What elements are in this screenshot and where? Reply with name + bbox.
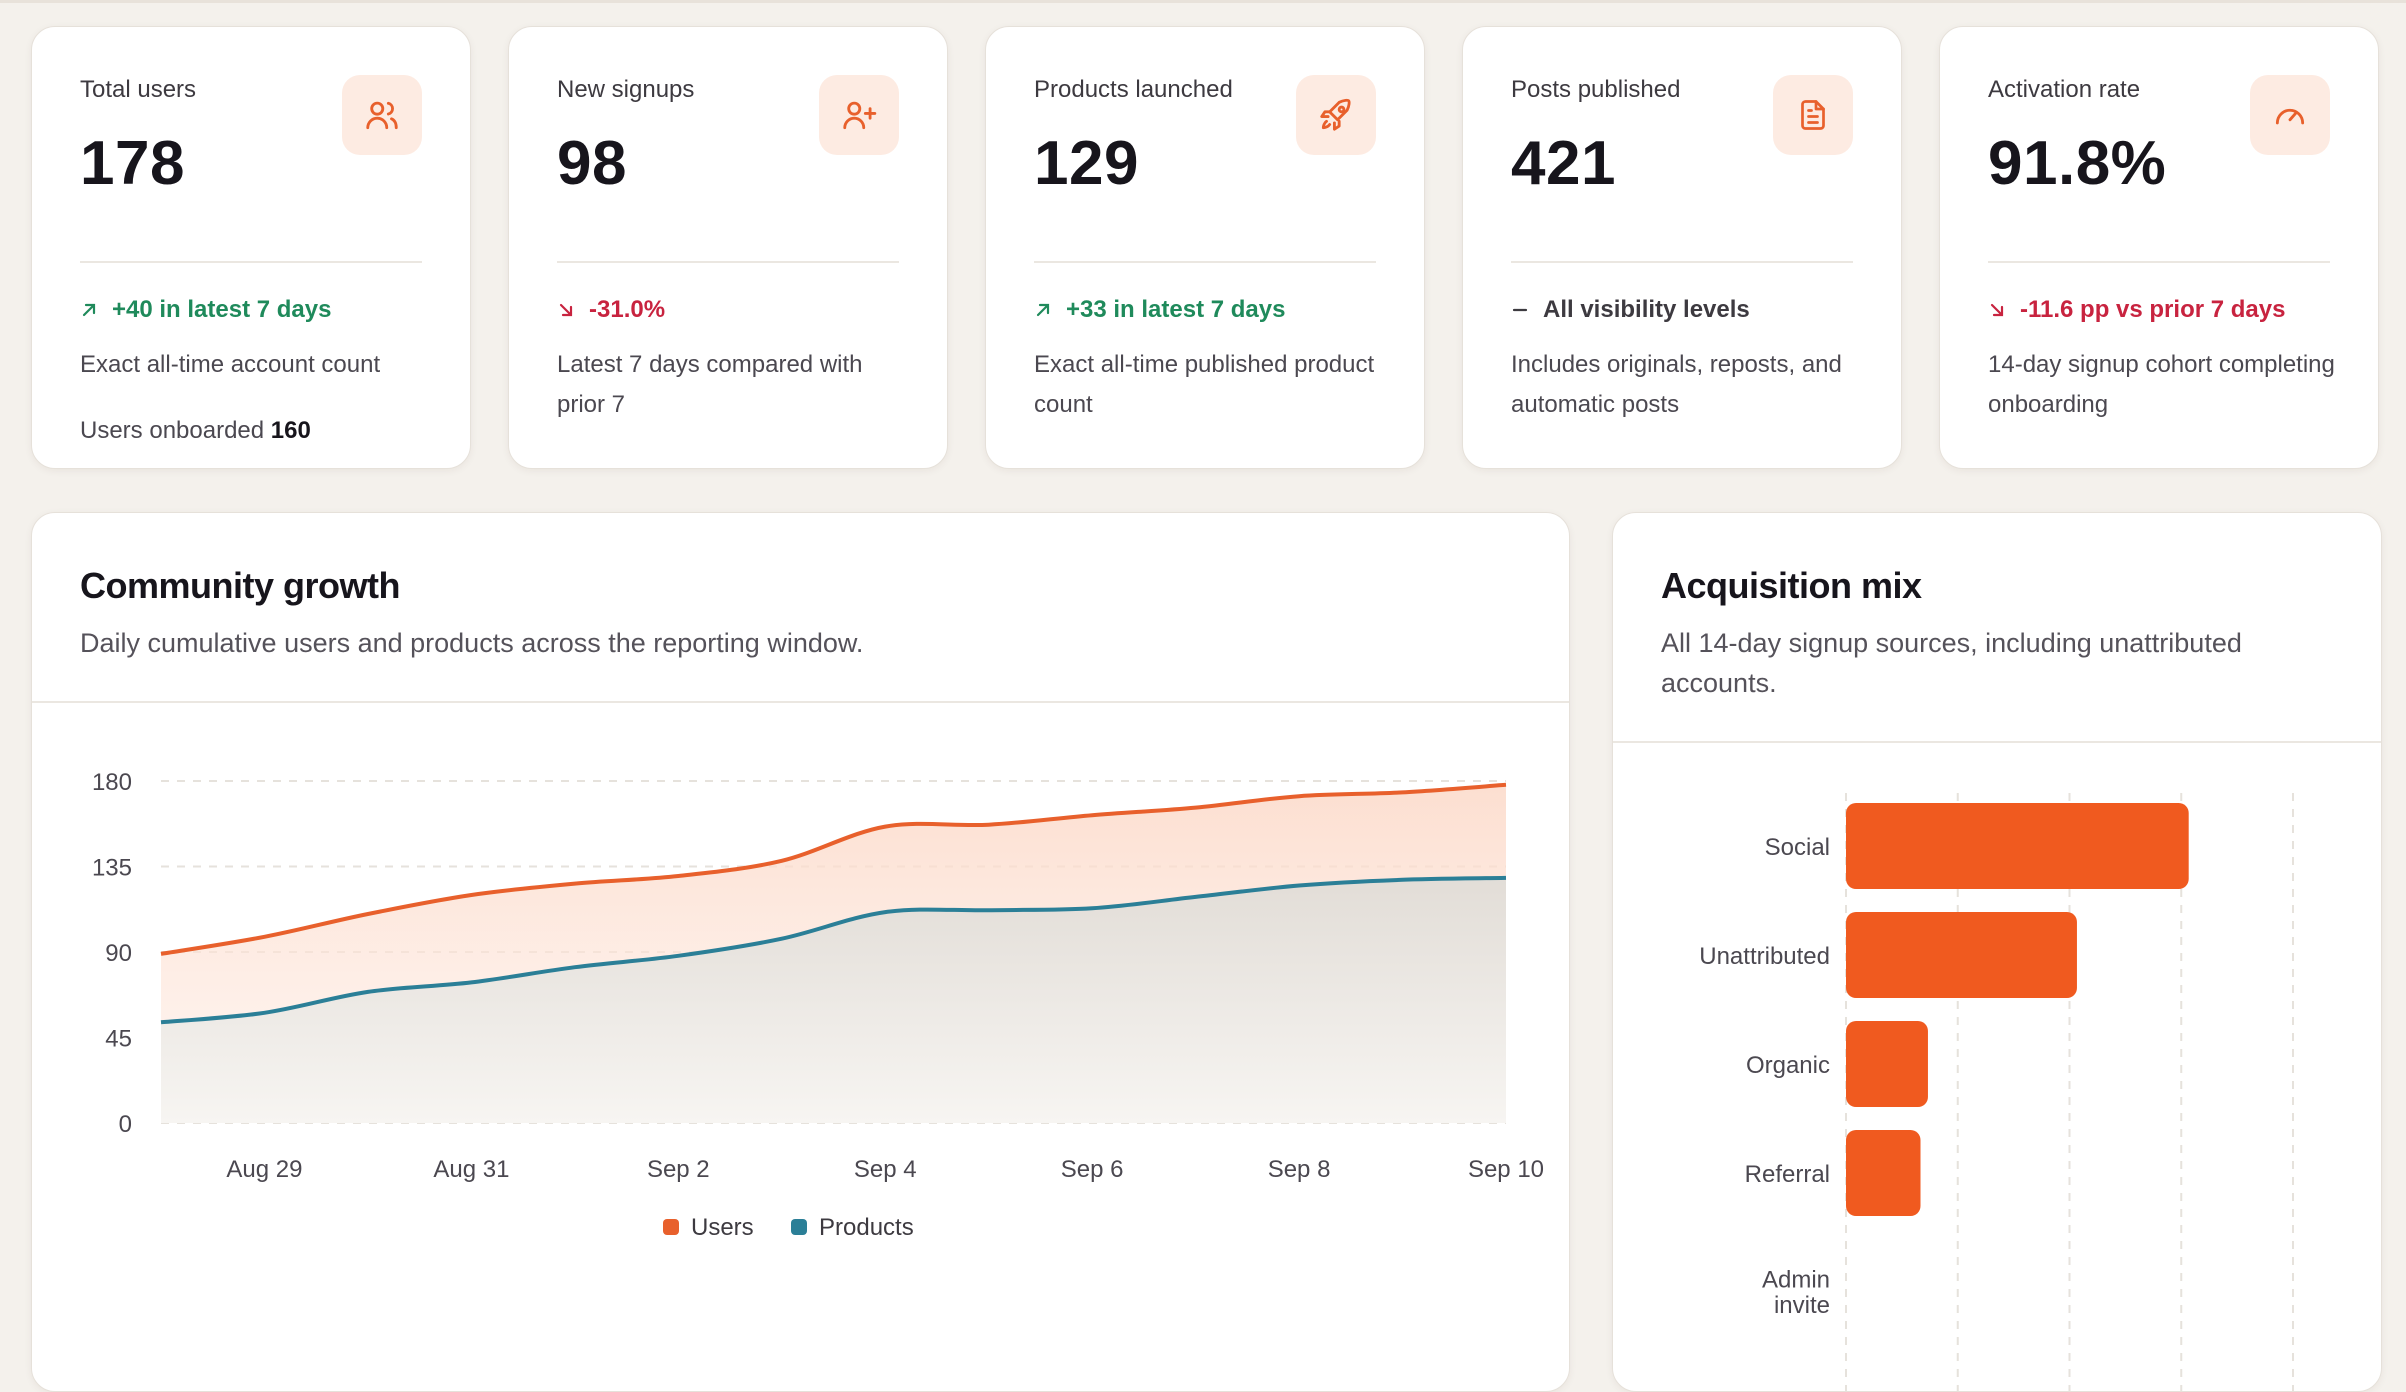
products-series-line <box>160 875 1507 1025</box>
x-tick-label: Sep 10 <box>1468 1156 1544 1183</box>
kpi-trend: +33 in latest 7 days <box>1034 295 1285 325</box>
kpi-value: 129 <box>1034 129 1139 198</box>
panel-title: Acquisition mix <box>1661 565 1922 606</box>
document-icon <box>1773 75 1853 155</box>
kpi-value: 178 <box>80 129 185 198</box>
arrow-up-right-icon <box>82 303 96 317</box>
kpi-card-posts-published: Posts published 421 All visibility level… <box>1462 26 1902 469</box>
kpi-note: 14-day signup cohort completing onboardi… <box>1988 351 2335 418</box>
category-label: Admin invite <box>1762 1267 1830 1319</box>
products-area <box>161 877 1506 1123</box>
legend-label: Products <box>819 1214 914 1241</box>
category-label: Referral <box>1745 1161 1830 1188</box>
category-label: Organic <box>1746 1052 1830 1079</box>
kpi-note: Exact all-time account count <box>80 351 381 378</box>
acquisition-mix-chart: Social Unattributed Organic Referral Admin in… <box>1699 793 2294 1391</box>
kpi-extra-value: 160 <box>270 417 311 444</box>
kpi-note: Exact all-time published product count <box>1034 351 1375 418</box>
community-growth-chart: 0 45 90 135 180 Aug 29 Aug 31 Sep 2 Sep 4 Sep 6 Se… <box>92 769 1544 1241</box>
bar-referral <box>1846 1130 1921 1216</box>
x-tick-label: Sep 2 <box>647 1156 710 1183</box>
bar-unattributed <box>1846 912 2077 998</box>
kpi-label: Activation rate <box>1988 76 2141 103</box>
kpi-card-total-users: Total users 178 +40 in latest 7 days Exa… <box>31 26 471 469</box>
kpi-value: 91.8% <box>1988 129 2167 198</box>
kpi-card-new-signups: New signups 98 -31.0% Latest 7 days comp… <box>508 26 948 469</box>
kpi-trend: -11.6 pp vs prior 7 days <box>1988 295 2285 325</box>
bar-organic <box>1846 1021 1928 1107</box>
kpi-trend-text: +33 in latest 7 days <box>1066 296 1286 323</box>
kpi-value: 98 <box>557 129 627 198</box>
rocket-icon <box>1296 75 1376 155</box>
category-label: Social <box>1765 834 1830 861</box>
kpi-trend: All visibility levels <box>1511 295 1750 325</box>
kpi-extra: Users onboarded 160 <box>80 415 311 447</box>
minus-icon <box>1512 308 1528 312</box>
kpi-divider <box>1034 261 1376 263</box>
kpi-card-activation-rate: Activation rate 91.8% -11.6 pp vs prior … <box>1939 26 2379 469</box>
kpi-divider <box>557 261 899 263</box>
kpi-trend-text: All visibility levels <box>1543 296 1750 323</box>
x-tick-label: Sep 8 <box>1268 1156 1331 1183</box>
kpi-label: New signups <box>557 76 695 103</box>
acquisition-mix-panel: Acquisition mix All 14-day signup source… <box>1612 512 2382 1392</box>
x-tick-label: Aug 29 <box>226 1156 302 1183</box>
kpi-label: Posts published <box>1511 76 1681 103</box>
users-icon <box>342 75 422 155</box>
kpi-trend: -31.0% <box>557 295 665 325</box>
legend-swatch <box>791 1219 807 1235</box>
y-tick-label: 180 <box>92 769 132 796</box>
users-area <box>161 784 1506 1023</box>
arrow-up-right-icon <box>1036 303 1050 317</box>
panel-title: Community growth <box>80 565 400 606</box>
arrow-down-right-icon <box>1990 303 2004 317</box>
legend-label: Users <box>691 1214 754 1241</box>
kpi-note: Latest 7 days compared with prior 7 <box>557 351 863 418</box>
kpi-trend-text: +40 in latest 7 days <box>112 296 332 323</box>
community-growth-panel: Community growth Daily cumulative users … <box>31 512 1570 1392</box>
category-label: Unattributed <box>1699 943 1830 970</box>
arrow-down-right-icon <box>559 303 573 317</box>
y-tick-label: 90 <box>105 940 132 967</box>
kpi-trend-text: -11.6 pp vs prior 7 days <box>2020 296 2286 323</box>
y-tick-label: 135 <box>92 855 132 882</box>
panel-subtitle: Daily cumulative users and products acro… <box>80 628 864 658</box>
kpi-trend-text: -31.0% <box>589 296 666 323</box>
panel-header: Acquisition mix All 14-day signup source… <box>1613 513 2381 743</box>
kpi-divider <box>80 261 422 263</box>
top-border <box>0 0 2406 3</box>
gauge-icon <box>2250 75 2330 155</box>
kpi-trend: +40 in latest 7 days <box>80 295 331 325</box>
kpi-card-products-launched: Products launched 129 +33 in latest 7 da… <box>985 26 1425 469</box>
x-tick-label: Sep 6 <box>1061 1156 1124 1183</box>
y-tick-label: 45 <box>105 1026 132 1053</box>
kpi-extra-label: Users onboarded <box>80 417 265 444</box>
user-plus-icon <box>819 75 899 155</box>
x-tick-label: Aug 31 <box>433 1156 509 1183</box>
kpi-value: 421 <box>1511 129 1616 198</box>
users-series-line <box>160 782 1507 956</box>
kpi-label: Total users <box>80 76 197 103</box>
kpi-divider <box>1511 261 1853 263</box>
bar-social <box>1846 803 2189 889</box>
panel-header: Community growth Daily cumulative users … <box>32 513 1569 703</box>
kpi-note: Includes originals, reposts, and automat… <box>1511 351 1842 418</box>
x-tick-label: Sep 4 <box>854 1156 917 1183</box>
kpi-divider <box>1988 261 2330 263</box>
legend-swatch <box>663 1219 679 1235</box>
panel-subtitle: All 14-day signup sources, including una… <box>1661 628 2242 698</box>
kpi-label: Products launched <box>1034 76 1233 103</box>
y-tick-label: 0 <box>119 1111 132 1138</box>
